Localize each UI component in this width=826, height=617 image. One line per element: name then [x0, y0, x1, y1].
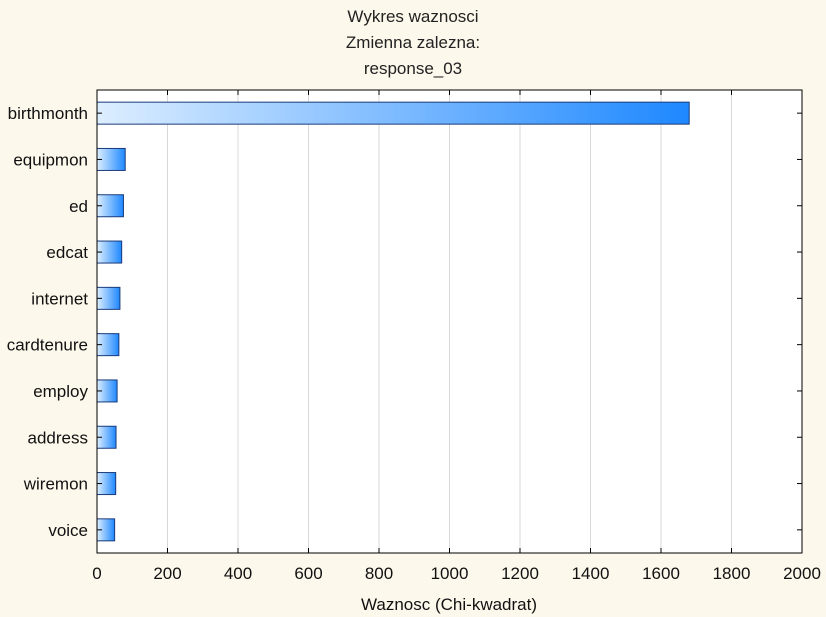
- y-tick-label-internet: internet: [31, 289, 88, 308]
- chart-title-line-3: response_03: [364, 59, 462, 78]
- chart-title: Wykres waznosci Zmienna zalezna: respons…: [346, 7, 480, 78]
- y-tick-label-address: address: [28, 428, 88, 447]
- x-tick-label: 2000: [783, 564, 821, 583]
- x-tick-label: 600: [294, 564, 322, 583]
- grid-lines: [167, 90, 732, 553]
- chart-title-line-2: Zmienna zalezna:: [346, 33, 480, 52]
- x-tick-label: 200: [153, 564, 181, 583]
- y-tick-label-voice: voice: [48, 521, 88, 540]
- x-tick-label: 1000: [431, 564, 469, 583]
- y-tick-label-equipmon: equipmon: [13, 150, 88, 169]
- bar-birthmonth: [96, 101, 690, 125]
- y-tick-label-birthmonth: birthmonth: [8, 104, 88, 123]
- y-ticks: birthmonth equipmon ed edcat internet cardten…: [7, 104, 802, 540]
- x-tick-label: 800: [365, 564, 393, 583]
- x-axis-title: Waznosc (Chi-kwadrat): [361, 595, 537, 614]
- y-tick-label-wiremon: wiremon: [23, 475, 88, 494]
- y-tick-label-ed: ed: [69, 197, 88, 216]
- x-tick-label: 1400: [572, 564, 610, 583]
- x-tick-label: 1800: [713, 564, 751, 583]
- chart-title-line-1: Wykres waznosci: [347, 7, 478, 26]
- x-ticks: 0 200 400 600 800 1000 1200 1400 1600 1800 2000: [92, 90, 821, 583]
- y-tick-label-edcat: edcat: [46, 243, 88, 262]
- x-tick-label: 400: [224, 564, 252, 583]
- x-tick-label: 1200: [501, 564, 539, 583]
- x-tick-label: 0: [92, 564, 101, 583]
- x-tick-label: 1600: [642, 564, 680, 583]
- y-tick-label-employ: employ: [33, 382, 88, 401]
- y-tick-label-cardtenure: cardtenure: [7, 336, 88, 355]
